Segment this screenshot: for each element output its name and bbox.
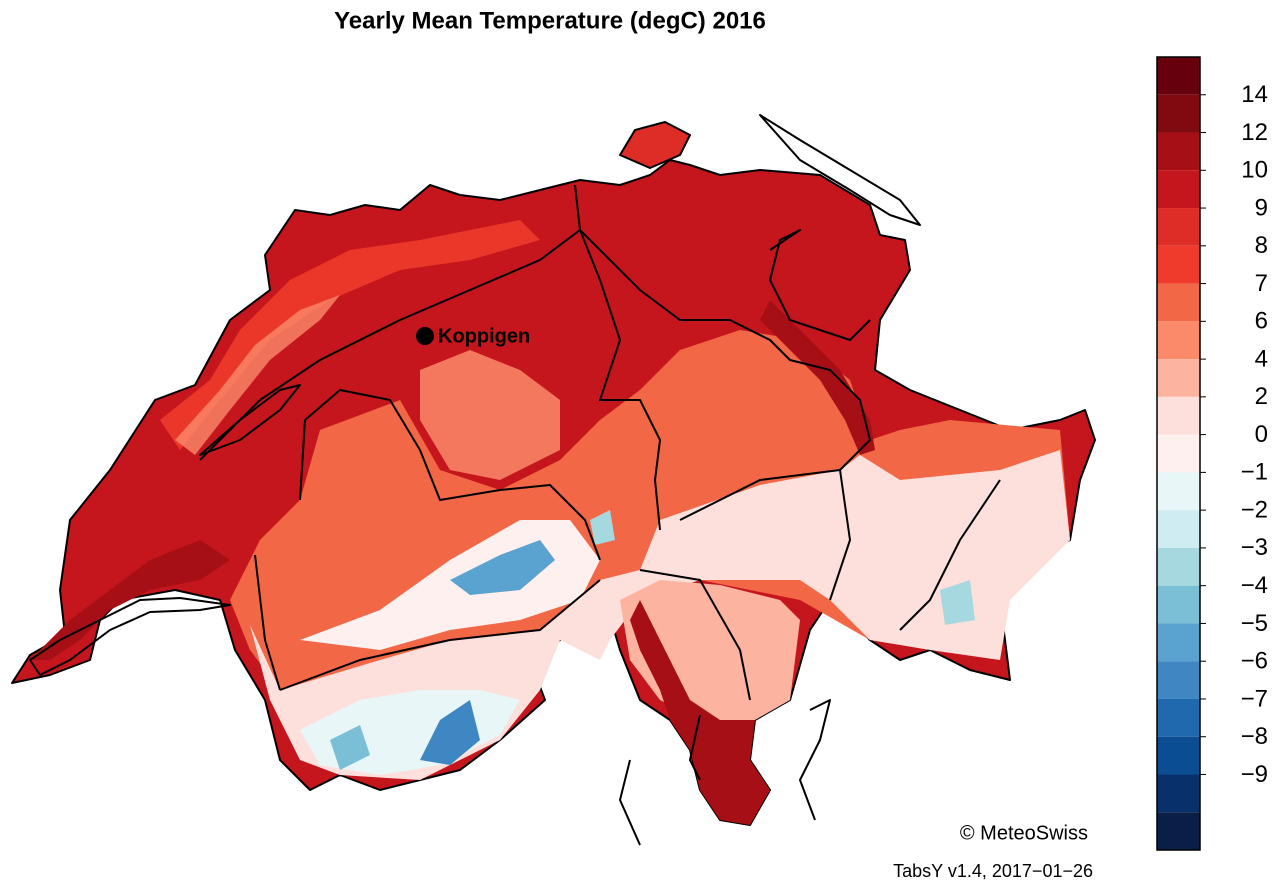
colorbar-label: 12 xyxy=(1241,119,1268,146)
glacier-area xyxy=(330,725,370,770)
colorbar-swatch xyxy=(1157,245,1200,284)
colorbar-swatch xyxy=(1157,736,1200,775)
colorbar-swatch xyxy=(1157,57,1200,95)
ticino-valley xyxy=(630,600,770,825)
colorbar-label: −2 xyxy=(1241,496,1268,523)
glacier-area xyxy=(450,540,555,595)
jura-highland xyxy=(175,295,340,455)
canton-line xyxy=(254,554,281,691)
boundaries xyxy=(29,114,1001,846)
colorbar-swatch xyxy=(1157,472,1200,511)
colorbar-label: −8 xyxy=(1241,723,1268,750)
colorbar-label: 9 xyxy=(1255,194,1268,221)
colorbar-label: 8 xyxy=(1255,232,1268,259)
canton-line xyxy=(639,569,751,701)
canton-line xyxy=(199,184,581,461)
colorbar-swatch xyxy=(1157,698,1200,737)
rhine-valley xyxy=(760,300,875,455)
location-marker xyxy=(416,327,434,345)
colorbar-label: 6 xyxy=(1255,308,1268,335)
colorbar-label: −1 xyxy=(1241,459,1268,486)
colorbar-label: −4 xyxy=(1241,572,1268,599)
colorbar-swatch xyxy=(1157,661,1200,699)
colorbar-label: −3 xyxy=(1241,534,1268,561)
canton-line xyxy=(769,229,871,341)
colorbar-swatch xyxy=(1157,208,1200,246)
plateau-warm-zone xyxy=(420,350,560,480)
version-note: TabsY v1.4, 2017−01−26 xyxy=(893,861,1093,881)
colorbar-swatch xyxy=(1157,510,1200,548)
colorbar-swatch xyxy=(1157,623,1200,662)
colorbar-swatch xyxy=(1157,774,1200,813)
colorbar-swatch xyxy=(1157,585,1200,624)
canton-line xyxy=(829,469,1001,631)
glacier-area xyxy=(420,700,480,765)
colorbar-label: −5 xyxy=(1241,610,1268,637)
colorbar-label: −7 xyxy=(1241,685,1268,712)
map-title: Yearly Mean Temperature (degC) 2016 xyxy=(334,7,766,34)
canton-line xyxy=(299,389,601,561)
colorbar: 14 12 10 9 8 7 6 4 2 0 −1 −2 −3 −4 −5 −6 −7 −8 −9 xyxy=(1156,56,1268,851)
colorbar-label: 4 xyxy=(1255,345,1268,372)
colorbar-swatch xyxy=(1157,812,1200,850)
colorbar-label: 2 xyxy=(1255,383,1268,410)
colorbar-swatch xyxy=(1157,396,1200,435)
colorbar-frame xyxy=(1156,56,1201,851)
canton-line xyxy=(579,229,661,531)
colorbar-label: −9 xyxy=(1241,761,1268,788)
location-label: Koppigen xyxy=(438,325,530,347)
colorbar-swatch xyxy=(1157,359,1200,397)
colorbar-swatch xyxy=(1157,132,1200,171)
colorbar-label: 14 xyxy=(1241,81,1268,108)
colorbar-swatch xyxy=(1157,547,1200,586)
map xyxy=(11,114,1096,846)
canton-line xyxy=(279,579,601,691)
lake-outline xyxy=(759,114,921,226)
lake-outline xyxy=(619,699,831,846)
colorbar-swatch xyxy=(1157,434,1200,473)
schaffhausen-area xyxy=(619,121,691,169)
colorbar-label: −6 xyxy=(1241,648,1268,675)
colorbar-swatch xyxy=(1157,170,1200,209)
colorbar-swatch xyxy=(1157,321,1200,360)
colorbar-label: 7 xyxy=(1255,270,1268,297)
colorbar-swatch xyxy=(1157,283,1200,322)
lake-outline xyxy=(29,597,231,676)
colorbar-label: 10 xyxy=(1241,157,1268,184)
canton-line xyxy=(579,229,871,521)
colorbar-label: 0 xyxy=(1255,421,1268,448)
colorbar-swatch xyxy=(1157,94,1200,133)
credit: © MeteoSwiss xyxy=(960,822,1088,844)
